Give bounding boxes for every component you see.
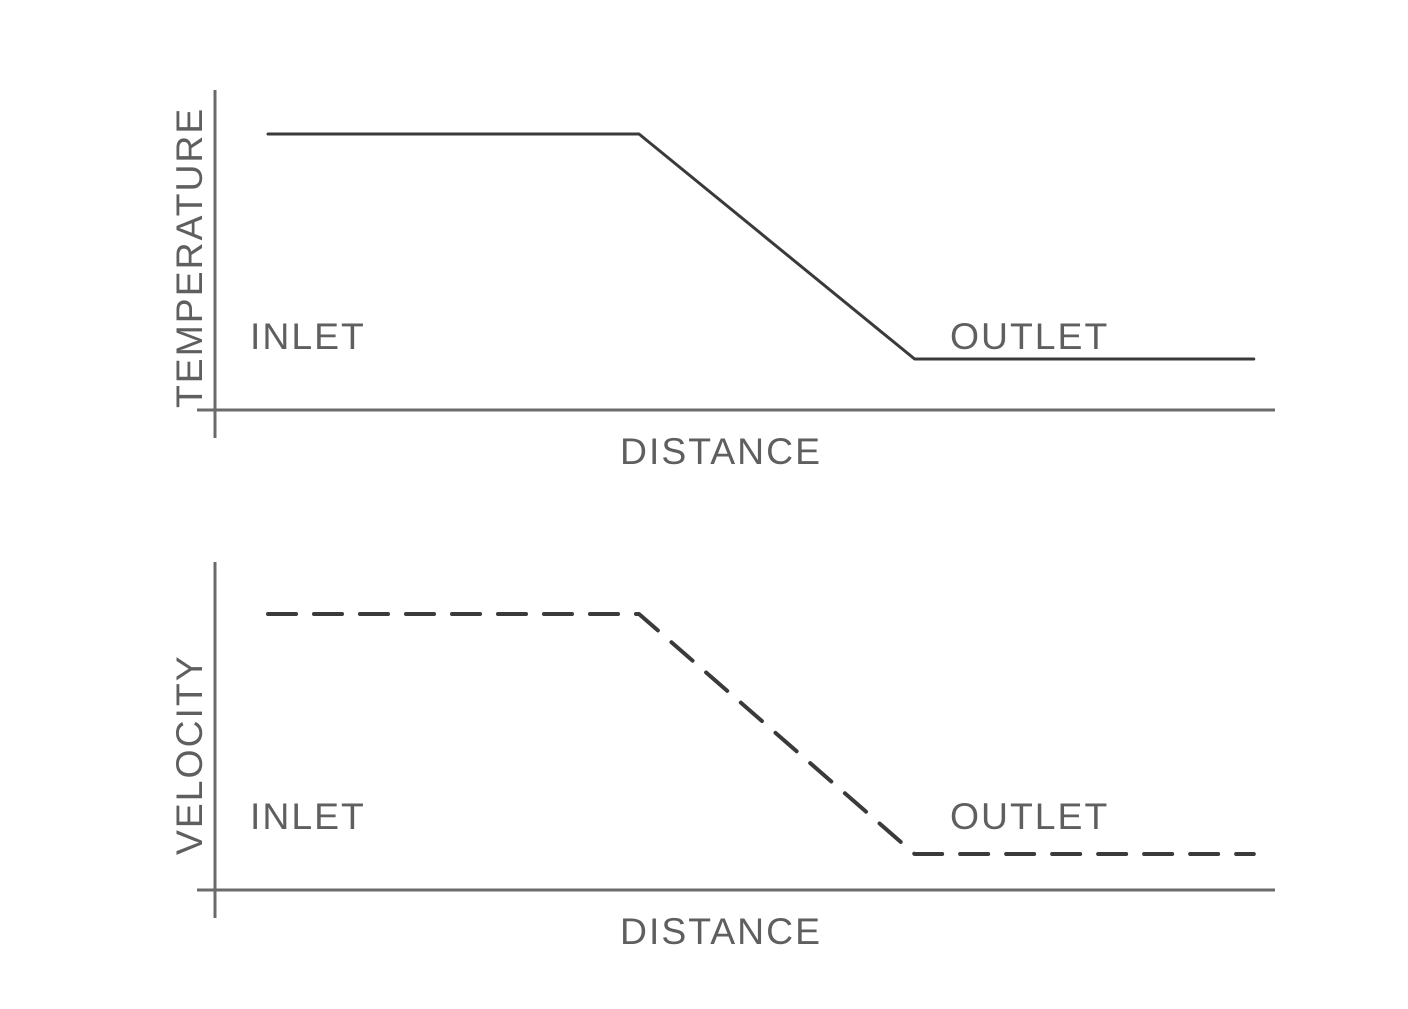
chart-velocity-inlet-label: INLET [250, 795, 366, 838]
chart-velocity-svg [120, 560, 1300, 930]
chart-velocity-xlabel: DISTANCE [620, 910, 822, 953]
chart-temperature-xlabel: DISTANCE [620, 430, 822, 473]
chart-temperature-inlet-label: INLET [250, 315, 366, 358]
chart-velocity-outlet-label: OUTLET [950, 795, 1109, 838]
chart-temperature: TEMPERATURE DISTANCE INLET OUTLET [120, 90, 1300, 450]
chart-velocity-ylabel: VELOCITY [168, 654, 211, 855]
chart-velocity: VELOCITY DISTANCE INLET OUTLET [120, 560, 1300, 930]
chart-temperature-svg [120, 90, 1300, 450]
chart-temperature-outlet-label: OUTLET [950, 315, 1109, 358]
page: TEMPERATURE DISTANCE INLET OUTLET VELOCI… [0, 0, 1408, 1009]
chart-temperature-ylabel: TEMPERATURE [168, 107, 211, 408]
